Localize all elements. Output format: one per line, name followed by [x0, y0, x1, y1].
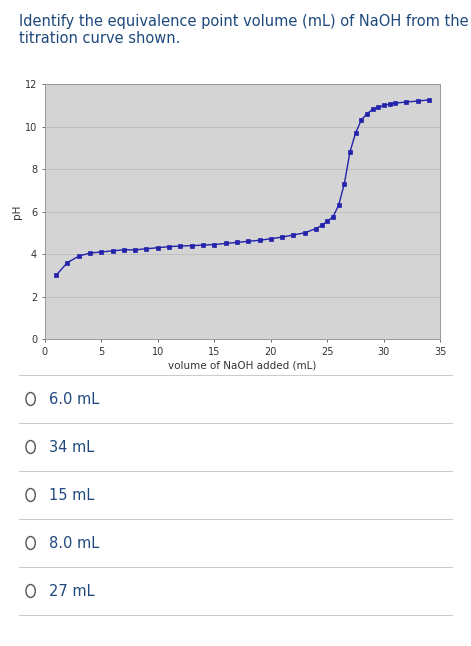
Text: titration curve shown.: titration curve shown. [19, 31, 180, 46]
X-axis label: volume of NaOH added (mL): volume of NaOH added (mL) [168, 361, 317, 371]
Y-axis label: pH: pH [12, 204, 22, 219]
Text: 8.0 mL: 8.0 mL [49, 536, 100, 550]
Text: 27 mL: 27 mL [49, 583, 95, 598]
Text: 6.0 mL: 6.0 mL [49, 391, 100, 406]
Text: Identify the equivalence point volume (mL) of NaOH from the: Identify the equivalence point volume (m… [19, 14, 469, 29]
Text: 15 mL: 15 mL [49, 488, 95, 503]
Text: 34 mL: 34 mL [49, 439, 95, 455]
